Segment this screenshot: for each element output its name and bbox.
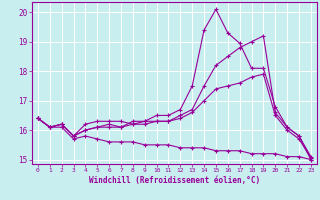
X-axis label: Windchill (Refroidissement éolien,°C): Windchill (Refroidissement éolien,°C): [89, 176, 260, 185]
